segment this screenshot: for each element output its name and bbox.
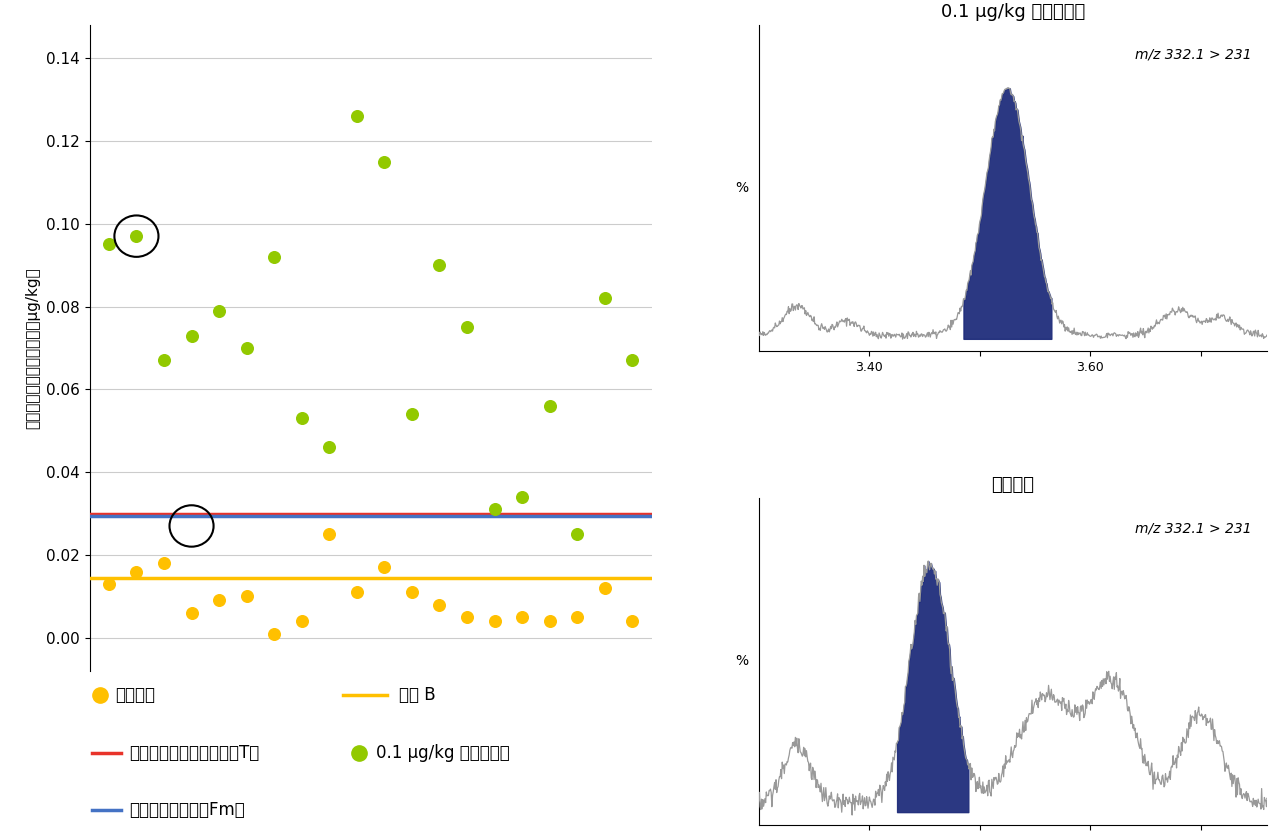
Point: [567, 527, 588, 541]
Point: [182, 606, 202, 620]
Point: [264, 250, 284, 263]
Point: [429, 598, 449, 611]
Point: [539, 615, 559, 628]
Point: [512, 491, 532, 504]
Y-axis label: 測定濃度でのレスポンス（μg/kg）: 測定濃度でのレスポンス（μg/kg）: [26, 267, 41, 429]
Text: 0.1 μg/kg でスパイク: 0.1 μg/kg でスパイク: [376, 744, 509, 761]
Point: [374, 561, 394, 574]
Title: ブランク: ブランク: [992, 476, 1034, 494]
Point: [429, 258, 449, 272]
Y-axis label: %: %: [736, 655, 749, 668]
Text: ブランク: ブランク: [115, 686, 155, 704]
Title: 0.1 μg/kg でスパイク: 0.1 μg/kg でスパイク: [941, 2, 1085, 21]
Point: [402, 586, 422, 599]
Text: カットオフ係数（Fm）: カットオフ係数（Fm）: [129, 801, 244, 819]
Point: [402, 407, 422, 421]
Point: [237, 590, 257, 603]
Text: スレッシュホールド値（T）: スレッシュホールド値（T）: [129, 744, 259, 761]
Point: [374, 155, 394, 168]
Point: [484, 503, 504, 516]
Point: [539, 399, 559, 412]
Point: [594, 581, 614, 595]
Point: [567, 611, 588, 624]
Point: [457, 321, 477, 334]
Point: [209, 594, 229, 607]
Point: [99, 237, 119, 251]
Point: [319, 527, 339, 541]
Point: [594, 292, 614, 305]
Point: [622, 615, 643, 628]
Point: [127, 565, 147, 578]
Point: [182, 329, 202, 342]
Point: [237, 342, 257, 355]
Text: m/z 332.1 > 231: m/z 332.1 > 231: [1135, 47, 1252, 62]
Point: [154, 354, 174, 367]
Point: [264, 627, 284, 641]
Point: [512, 611, 532, 624]
Point: [347, 109, 367, 122]
Point: [292, 615, 312, 628]
Text: 平均 B: 平均 B: [398, 686, 435, 704]
Point: [457, 611, 477, 624]
Text: m/z 332.1 > 231: m/z 332.1 > 231: [1135, 521, 1252, 535]
Point: [319, 441, 339, 454]
Point: [154, 556, 174, 570]
Point: [484, 615, 504, 628]
Point: [209, 304, 229, 317]
Point: [292, 412, 312, 425]
Point: [622, 354, 643, 367]
Point: [347, 586, 367, 599]
Point: [99, 577, 119, 591]
Point: [127, 229, 147, 242]
Y-axis label: %: %: [736, 182, 749, 195]
